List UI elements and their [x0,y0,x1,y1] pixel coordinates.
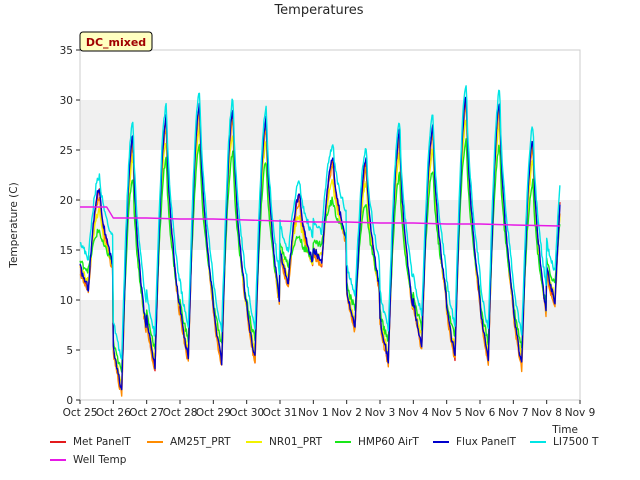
legend-swatch [246,441,262,443]
chart-title: Temperatures [273,3,363,18]
x-tick-label: Nov 5 [431,407,462,419]
y-tick-label: 10 [60,295,73,307]
legend-label: Flux PanelT [456,436,516,448]
legend-swatch [50,441,66,443]
legend-swatch [433,441,449,443]
y-axis-ticks: 0 5 10 15 20 25 30 35 [60,45,80,407]
legend-item: HMP60 AirT [335,436,419,448]
legend-item: NR01_PRT [246,436,322,448]
x-tick-label: Nov 9 [565,407,596,419]
x-tick-label: Nov 4 [398,407,429,419]
legend-swatch [50,459,66,461]
legend-swatch [530,441,546,443]
series-line-well-temp [80,206,561,227]
annotation-label: DC_mixed [86,36,146,49]
legend-label: LI7500 T [553,436,599,448]
x-tick-label: Nov 2 [331,407,362,419]
x-tick-label: Oct 25 [63,407,98,419]
y-tick-label: 5 [66,345,73,357]
legend-label: NR01_PRT [269,436,323,448]
legend-swatch [147,441,163,443]
annotation-box: DC_mixed [79,31,153,52]
x-tick-label: Nov 6 [465,407,496,419]
series-line-li7500-t [79,85,561,360]
grid-band [80,300,580,350]
legend-label: HMP60 AirT [358,436,419,448]
legend-label: Met PanelT [73,436,131,448]
x-tick-label: Oct 30 [229,407,264,419]
x-tick-label: Nov 1 [298,407,329,419]
x-tick-label: Oct 26 [96,407,131,419]
y-tick-label: 35 [60,45,73,57]
y-tick-label: 15 [60,245,73,257]
legend-item: AM25T_PRT [147,436,231,448]
x-tick-label: Oct 27 [129,407,164,419]
grid-band [80,100,580,150]
x-tick-label: Oct 28 [163,407,198,419]
x-axis-label: Time [551,424,578,436]
legend-item: Flux PanelT [433,436,516,448]
x-tick-label: Nov 3 [365,407,396,419]
y-axis-label: Temperature (C) [8,182,20,268]
y-tick-label: 30 [60,95,73,107]
legend-item: Met PanelT [50,436,131,448]
y-tick-label: 25 [60,145,73,157]
x-tick-label: Oct 29 [196,407,231,419]
plot-frame [79,49,581,401]
y-tick-label: 20 [60,195,73,207]
legend-label: AM25T_PRT [170,436,231,448]
legend-label: Well Temp [73,454,127,466]
legend-swatch [335,441,351,443]
x-tick-label: Oct 31 [263,407,298,419]
x-tick-label: Nov 8 [531,407,562,419]
x-tick-label: Nov 7 [498,407,529,419]
y-tick-label: 0 [66,395,73,407]
series-line-flux-panelt [79,96,561,391]
legend-item: LI7500 T [530,436,598,448]
legend-item: Well Temp [50,454,126,466]
series-lines [79,85,561,397]
